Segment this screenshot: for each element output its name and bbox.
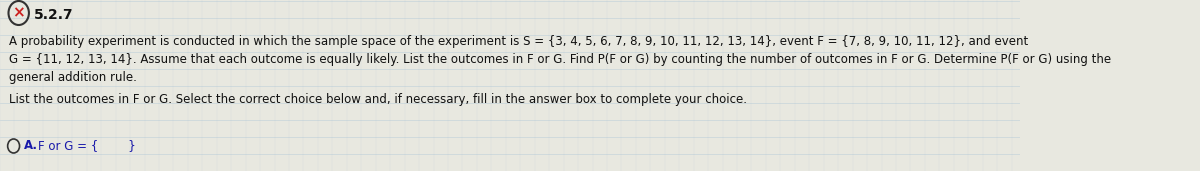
Text: F or G = {        }: F or G = { } [38, 139, 136, 152]
Text: ×: × [12, 5, 25, 21]
Text: general addition rule.: general addition rule. [8, 71, 137, 84]
Text: G = {11, 12, 13, 14}. Assume that each outcome is equally likely. List the outco: G = {11, 12, 13, 14}. Assume that each o… [8, 53, 1111, 66]
Text: A probability experiment is conducted in which the sample space of the experimen: A probability experiment is conducted in… [8, 35, 1027, 48]
Text: A.: A. [24, 139, 38, 152]
Text: 5.2.7: 5.2.7 [34, 8, 73, 22]
Text: List the outcomes in F or G. Select the correct choice below and, if necessary, : List the outcomes in F or G. Select the … [8, 93, 746, 106]
